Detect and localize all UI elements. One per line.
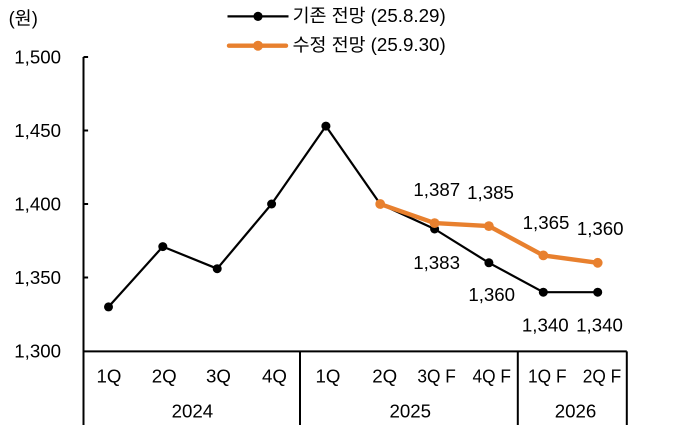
svg-text:1Q: 1Q xyxy=(97,366,122,387)
svg-text:2025: 2025 xyxy=(390,401,432,422)
svg-text:(25.8.29): (25.8.29) xyxy=(371,5,446,26)
svg-text:1,387: 1,387 xyxy=(413,179,460,200)
svg-text:1,500: 1,500 xyxy=(14,46,61,67)
svg-text:2026: 2026 xyxy=(555,401,597,422)
svg-text:(25.9.30): (25.9.30) xyxy=(371,34,446,55)
svg-text:4Q: 4Q xyxy=(262,366,287,387)
svg-text:1,340: 1,340 xyxy=(576,314,623,335)
svg-text:1,383: 1,383 xyxy=(413,252,460,273)
svg-text:2024: 2024 xyxy=(172,401,214,422)
svg-text:(: ( xyxy=(9,8,16,29)
svg-text:3Q F: 3Q F xyxy=(417,366,456,387)
svg-text:1,300: 1,300 xyxy=(14,340,61,361)
svg-text:3Q: 3Q xyxy=(206,366,231,387)
svg-text:1,400: 1,400 xyxy=(14,193,61,214)
svg-text:1,450: 1,450 xyxy=(14,120,61,141)
svg-text:): ) xyxy=(32,8,38,29)
svg-text:1,350: 1,350 xyxy=(14,267,61,288)
svg-text:1,360: 1,360 xyxy=(468,284,515,305)
svg-text:1Q F: 1Q F xyxy=(528,366,567,387)
svg-text:2Q: 2Q xyxy=(152,366,177,387)
svg-text:1,385: 1,385 xyxy=(467,182,514,203)
svg-text:1,340: 1,340 xyxy=(522,314,569,335)
svg-text:2Q: 2Q xyxy=(372,366,397,387)
svg-text:4Q F: 4Q F xyxy=(472,366,511,387)
svg-text:1Q: 1Q xyxy=(316,366,341,387)
svg-text:2Q F: 2Q F xyxy=(583,366,622,387)
svg-text:1,365: 1,365 xyxy=(523,212,570,233)
svg-text:1,360: 1,360 xyxy=(577,218,624,239)
